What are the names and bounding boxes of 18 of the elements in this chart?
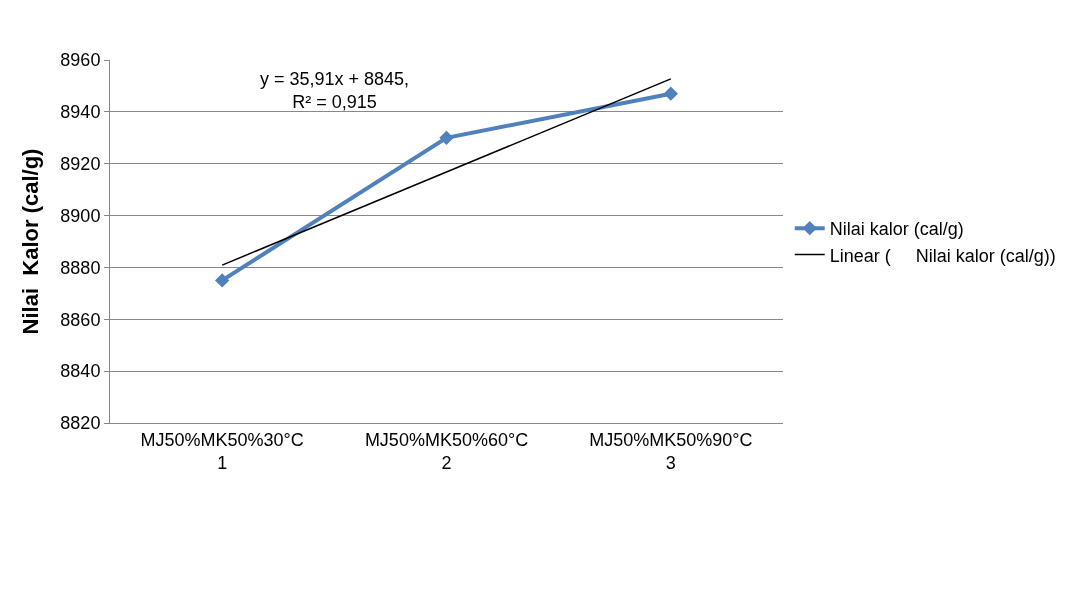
y-axis-title: Nilai Kalor (cal/g) <box>18 148 44 335</box>
y-tick-label: 8820 <box>60 413 101 434</box>
y-tick-label: 8920 <box>60 154 101 175</box>
y-tick-label: 8840 <box>60 361 101 382</box>
y-tick-label: 8880 <box>60 257 101 278</box>
x-tick-label: MJ50%MK50%30°C 1 <box>140 429 304 473</box>
annotation: y = 35,91x + 8845, R² = 0,915 <box>260 69 410 113</box>
y-tick-label: 8960 <box>60 50 101 71</box>
point <box>215 273 230 288</box>
x-tick-label: MJ50%MK50%60°C 2 <box>364 429 529 473</box>
y-tick-label: 8860 <box>60 309 101 330</box>
y-tick-label: 8900 <box>60 205 101 226</box>
y-tick-label: 8940 <box>60 102 101 123</box>
legend-label: Linear ( Nilai kalor (cal/g)) <box>829 245 1056 266</box>
point <box>439 130 454 145</box>
x-tick-label: MJ50%MK50%90°C 3 <box>589 429 753 473</box>
point <box>663 86 678 101</box>
legend-label: Nilai kalor (cal/g) <box>829 219 964 240</box>
